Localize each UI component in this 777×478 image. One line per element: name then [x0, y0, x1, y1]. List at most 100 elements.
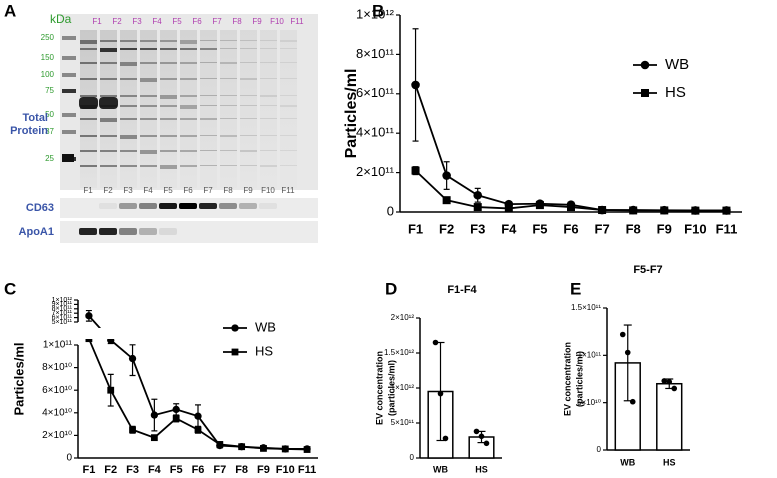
marker-label: 150 [41, 53, 55, 62]
protein-band [260, 48, 277, 49]
lane [200, 30, 217, 188]
y-tick-label: 2×10¹⁰ [42, 430, 72, 441]
lane-label: F7 [212, 17, 222, 26]
protein-band [120, 150, 137, 152]
y-tick-label: 1×10¹¹ [43, 340, 73, 351]
lane-label: F7 [203, 186, 213, 195]
y-axis-title: EV concentration [562, 342, 572, 416]
protein-band [140, 105, 157, 107]
x-tick-label: F6 [563, 221, 578, 236]
lane-label: F2 [103, 186, 113, 195]
protein-band [180, 62, 197, 64]
lane-label: F8 [232, 17, 242, 26]
protein-band [280, 135, 297, 136]
x-tick-label: F4 [501, 221, 517, 236]
protein-band [200, 150, 217, 151]
data-point [661, 378, 668, 384]
x-tick-label: F2 [439, 221, 454, 236]
protein-band [180, 40, 197, 44]
lane [160, 30, 177, 188]
y-tick-label: 8×10¹⁰ [42, 362, 72, 373]
ladder-band [62, 73, 76, 77]
protein-band [200, 135, 217, 136]
marker-square [238, 443, 246, 451]
protein-band [220, 118, 237, 119]
y-tick-label: 4×10¹¹ [356, 125, 395, 140]
protein-band [80, 62, 97, 64]
protein-band [140, 135, 157, 137]
x-tick-label: F7 [213, 464, 226, 476]
data-point [483, 440, 490, 447]
protein-band [240, 150, 257, 152]
legend-label: HS [255, 343, 273, 358]
marker-square [598, 206, 607, 215]
marker-circle [473, 190, 483, 200]
protein-band [220, 78, 237, 79]
y-axis-title: EV concentration [374, 351, 384, 425]
protein-band [260, 95, 277, 97]
panel-label: C [4, 279, 16, 298]
protein-band [160, 95, 177, 99]
apoa1-band [139, 228, 157, 235]
panel-label: A [4, 1, 16, 20]
protein-band [280, 105, 297, 107]
data-point [666, 379, 673, 385]
cd63-band [259, 203, 277, 209]
y-axis-title: (particles/ml) [574, 351, 584, 407]
marker-square [194, 426, 202, 434]
lane-label: F4 [143, 186, 153, 195]
marker-label: 75 [45, 86, 54, 95]
protein-band [160, 48, 177, 50]
protein-band [280, 78, 297, 79]
data-point [478, 433, 485, 440]
protein-band [180, 78, 197, 80]
marker-circle [128, 354, 137, 363]
protein-band [260, 118, 277, 119]
protein-band [140, 150, 157, 154]
protein-band [140, 48, 157, 50]
protein-band [160, 40, 177, 42]
x-tick-label: WB [620, 457, 635, 467]
protein-band [140, 78, 157, 82]
protein-band [100, 62, 117, 64]
protein-band [80, 40, 97, 44]
protein-band [120, 118, 137, 120]
x-tick-label: F3 [470, 221, 485, 236]
protein-band [160, 135, 177, 137]
protein-band [240, 40, 257, 41]
protein-band [120, 95, 137, 97]
protein-band [220, 105, 237, 106]
ladder-band [62, 56, 76, 60]
protein-band [100, 118, 117, 122]
data-point [619, 331, 626, 338]
legend-label: WB [255, 319, 276, 334]
marker-label: 50 [45, 110, 54, 119]
protein-band [220, 95, 237, 96]
ladder-band [62, 89, 76, 93]
protein-band [220, 135, 237, 137]
protein-band [240, 118, 257, 119]
row-label: Protein [10, 125, 48, 137]
protein-band [180, 48, 197, 50]
x-tick-label: F5 [532, 221, 547, 236]
protein-band [160, 118, 177, 120]
protein-band [280, 165, 297, 166]
x-tick-label: F10 [276, 464, 295, 476]
marker-circle [150, 411, 159, 419]
x-tick-label: F5 [170, 464, 183, 476]
albumin-band [99, 97, 118, 109]
protein-band [200, 118, 217, 120]
x-tick-label: HS [663, 457, 676, 467]
marker-circle [85, 312, 93, 320]
marker-square [660, 206, 669, 215]
protein-band [120, 62, 137, 66]
protein-band [280, 40, 297, 42]
marker-square [722, 206, 731, 215]
lane-label: F3 [123, 186, 133, 195]
apoa1-band [99, 228, 117, 235]
marker-circle [411, 80, 420, 90]
protein-band [280, 150, 297, 151]
x-tick-label: F7 [595, 221, 610, 236]
marker-circle [107, 336, 115, 344]
